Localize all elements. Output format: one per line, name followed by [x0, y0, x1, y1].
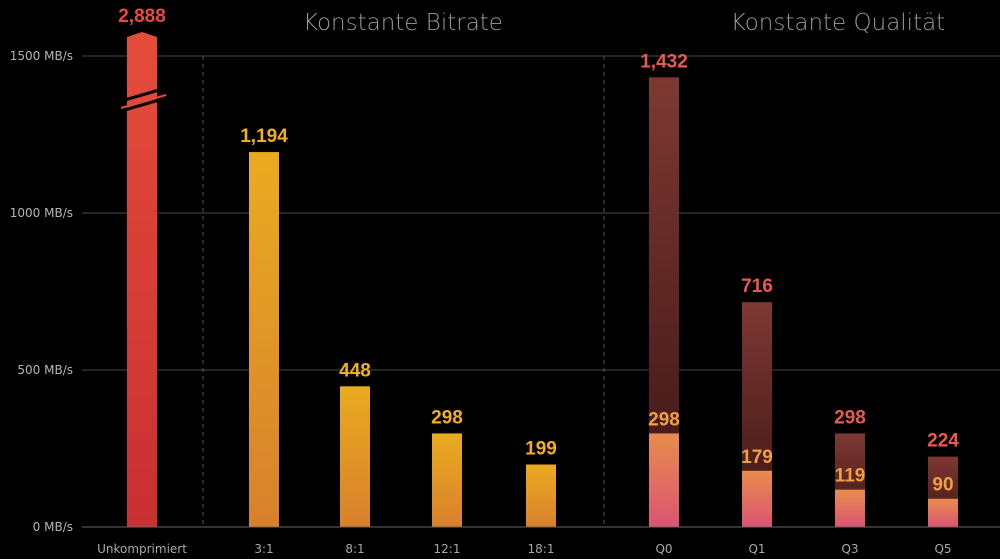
y-tick-label: 1000 MB/s — [10, 206, 73, 220]
x-tick-label: Q3 — [841, 542, 858, 556]
value-label-inner: 179 — [741, 447, 773, 468]
section-title-quality: Konstante Qualität — [731, 10, 945, 36]
value-label-outer: 298 — [834, 407, 866, 428]
value-label: 199 — [525, 439, 557, 460]
y-tick-label: 500 MB/s — [17, 363, 73, 377]
x-tick-label: 8:1 — [345, 542, 364, 556]
value-label-inner: 90 — [932, 475, 953, 496]
value-label-outer: 224 — [927, 431, 959, 452]
axis-break-mark — [120, 86, 167, 103]
y-tick-label: 0 MB/s — [33, 520, 73, 534]
value-label-inner: 298 — [648, 409, 680, 430]
x-tick-label: 3:1 — [254, 542, 273, 556]
value-label-inner: 119 — [835, 466, 866, 487]
bar-12:1 — [432, 433, 462, 527]
bar-inner-Q0 — [649, 433, 679, 527]
x-tick-label: Q5 — [934, 542, 951, 556]
axis-break-mark — [120, 94, 167, 109]
bar-3:1 — [249, 152, 279, 528]
bar-inner-Q3 — [835, 489, 865, 527]
value-label: 448 — [339, 360, 371, 381]
x-tick-label: 12:1 — [434, 542, 461, 556]
bar-8:1 — [340, 386, 370, 527]
x-tick-label: Q1 — [748, 542, 765, 556]
axis-break-mark — [120, 96, 167, 113]
section-title-bitrate: Konstante Bitrate — [303, 10, 503, 36]
value-label-outer: 1,432 — [640, 51, 688, 72]
value-label: 298 — [431, 407, 463, 428]
x-tick-label: 18:1 — [528, 542, 555, 556]
value-label-outer: 716 — [741, 276, 773, 297]
x-tick-label: Unkomprimiert — [97, 542, 187, 556]
x-tick-label: Q0 — [655, 542, 672, 556]
value-label: 2,888 — [118, 6, 166, 27]
y-tick-label: 1500 MB/s — [10, 49, 73, 63]
value-label: 1,194 — [240, 126, 288, 147]
bar-inner-Q1 — [742, 470, 772, 527]
bar-unkomprimiert — [127, 32, 157, 527]
bar-18:1 — [526, 464, 556, 527]
bar-inner-Q5 — [928, 498, 958, 527]
